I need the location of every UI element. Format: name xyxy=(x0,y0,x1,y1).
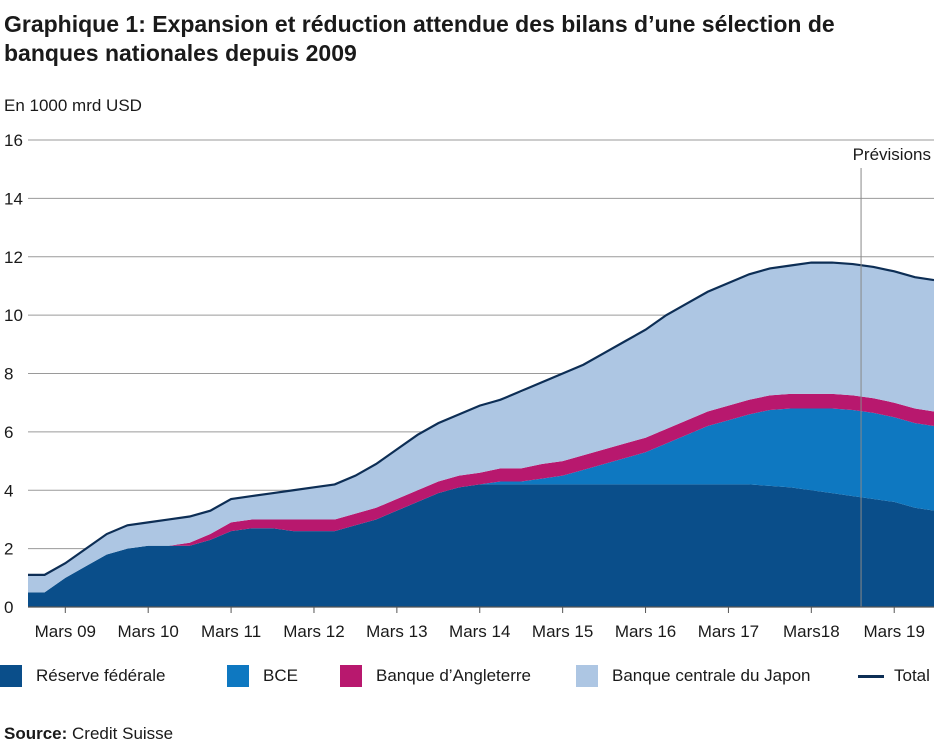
y-tick-label-16: 16 xyxy=(4,131,23,150)
x-tick-label-Mars-14: Mars 14 xyxy=(449,622,510,641)
legend-item-fed: Réserve fédérale xyxy=(0,660,165,692)
legend-label-boe: Banque d’Angleterre xyxy=(376,666,532,685)
forecast-marker-group: Prévisions xyxy=(853,145,931,607)
legend-swatch-boe xyxy=(340,665,362,687)
x-tick-label-Mars-19: Mars 19 xyxy=(864,622,925,641)
y-tick-label-6: 6 xyxy=(4,423,13,442)
x-tick-label-Mars18: Mars18 xyxy=(783,622,840,641)
y-tick-label-4: 4 xyxy=(4,481,13,500)
legend-label-boj: Banque centrale du Japon xyxy=(612,666,811,685)
y-tick-label-0: 0 xyxy=(4,598,13,617)
y-tick-label-14: 14 xyxy=(4,189,23,208)
total-line xyxy=(28,261,934,576)
source-note: Source: Credit Suisse xyxy=(4,724,173,744)
legend-swatch-fed xyxy=(0,665,22,687)
x-tick-label-Mars-11: Mars 11 xyxy=(201,622,261,641)
x-tick-label-Mars-17: Mars 17 xyxy=(698,622,759,641)
legend-item-boe: Banque d’Angleterre xyxy=(340,660,531,692)
total-line-group xyxy=(28,261,934,576)
y-tick-label-2: 2 xyxy=(4,540,13,559)
legend-label-ecb: BCE xyxy=(263,666,298,685)
source-text: Credit Suisse xyxy=(72,724,174,743)
source-label: Source: xyxy=(4,724,68,743)
legend-label-fed: Réserve fédérale xyxy=(36,666,166,685)
y-tick-labels: 0 2 4 6 8 10 12 14 16 xyxy=(4,131,23,617)
area-ecb xyxy=(28,408,934,593)
x-tick-label-Mars-15: Mars 15 xyxy=(532,622,593,641)
legend-item-boj: Banque centrale du Japon xyxy=(576,660,811,692)
series-areas xyxy=(28,262,934,607)
y-tick-label-10: 10 xyxy=(4,306,23,325)
x-tick-label-Mars-13: Mars 13 xyxy=(366,622,427,641)
legend-item-ecb: BCE xyxy=(227,660,298,692)
legend-swatch-boj xyxy=(576,665,598,687)
x-tick-label-Mars-09: Mars 09 xyxy=(35,622,96,641)
x-tick-label-Mars-12: Mars 12 xyxy=(283,622,344,641)
area-fed xyxy=(28,484,934,607)
chart-title: Graphique 1: Expansion et réduction atte… xyxy=(4,11,835,66)
legend-label-total: Total xyxy=(894,666,930,685)
forecast-marker-label: Prévisions xyxy=(853,145,931,164)
x-tick-label-Mars-16: Mars 16 xyxy=(615,622,676,641)
area-boj xyxy=(28,262,934,593)
x-tick-label-Mars-10: Mars 10 xyxy=(117,622,178,641)
axes xyxy=(28,606,934,613)
x-tick-labels: Mars 09 Mars 10 Mars 11 Mars 12 Mars 13 Mars … xyxy=(35,622,925,641)
legend-swatch-total xyxy=(858,674,884,678)
legend: Réserve fédérale BCE Banque d’Angleterre Ba… xyxy=(0,660,934,692)
legend-item-total: Total xyxy=(858,660,930,692)
y-tick-label-8: 8 xyxy=(4,365,13,384)
y-tick-label-12: 12 xyxy=(4,248,23,267)
y-axis-unit: En 1000 mrd USD xyxy=(4,96,142,115)
legend-swatch-ecb xyxy=(227,665,249,687)
